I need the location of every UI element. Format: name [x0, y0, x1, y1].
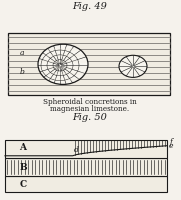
Text: magnesian limestone.: magnesian limestone.: [50, 104, 130, 112]
Bar: [5, 158, 167, 176]
Bar: [5, 176, 167, 192]
Bar: [5, 140, 167, 158]
Text: d: d: [74, 146, 79, 154]
Ellipse shape: [38, 45, 88, 85]
Text: a: a: [20, 49, 24, 57]
Text: B: B: [19, 163, 27, 171]
Bar: [8, 34, 170, 96]
Text: Fig. 50: Fig. 50: [73, 112, 108, 121]
Text: A: A: [20, 143, 26, 152]
Text: Spheroidal concretions in: Spheroidal concretions in: [43, 98, 137, 106]
Text: Fig. 49: Fig. 49: [73, 2, 108, 11]
Text: f: f: [169, 137, 172, 145]
Ellipse shape: [119, 56, 147, 78]
Text: C: C: [19, 180, 27, 188]
Text: e: e: [169, 141, 174, 149]
Text: b: b: [20, 68, 24, 76]
